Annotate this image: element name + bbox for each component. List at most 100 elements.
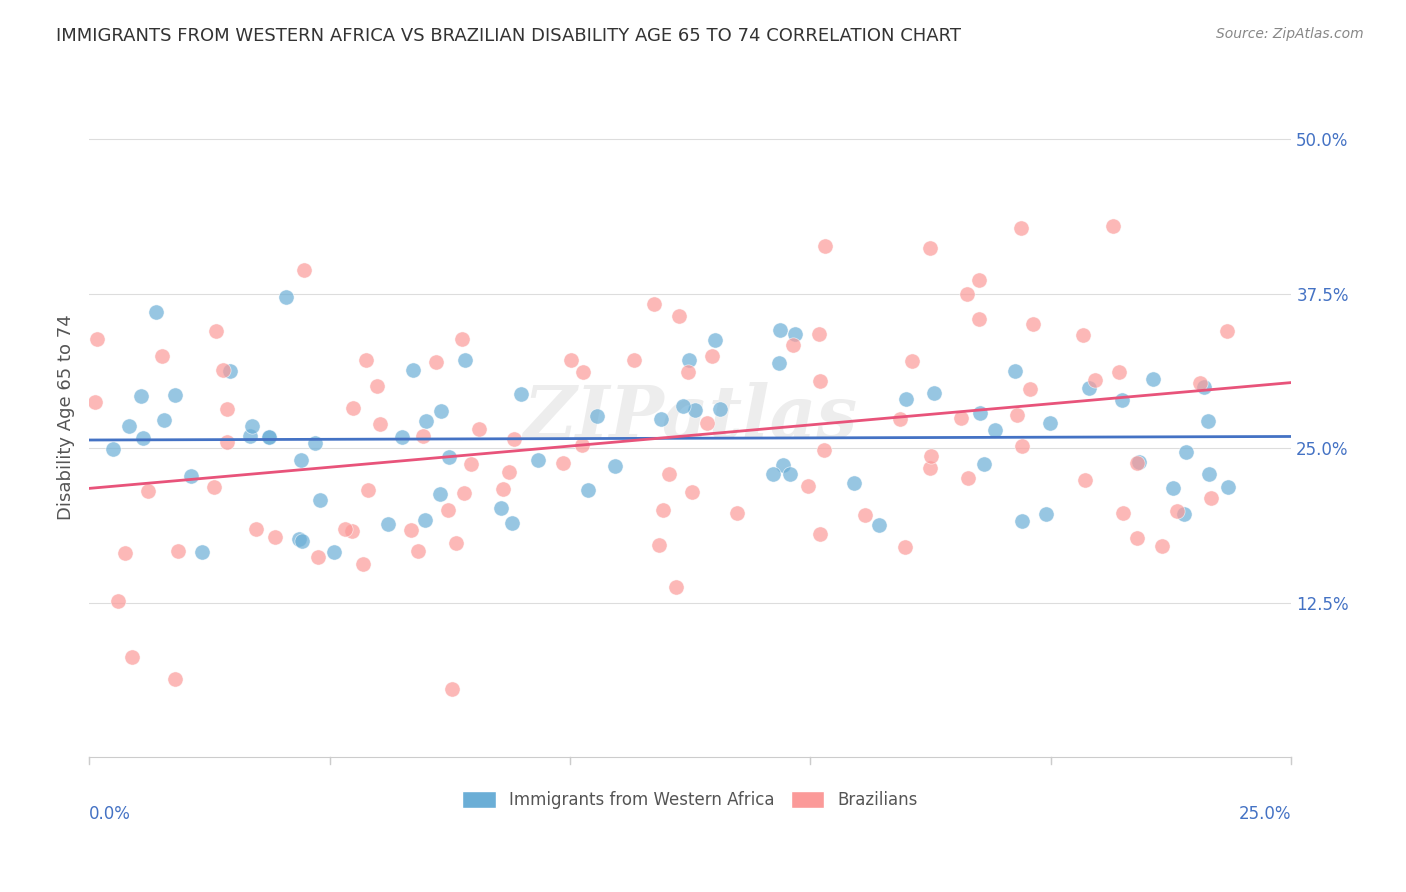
Point — [288, 532, 311, 546]
Point — [623, 353, 645, 368]
Point — [1112, 506, 1135, 520]
Text: 25.0%: 25.0% — [1239, 805, 1291, 823]
Point — [772, 458, 794, 472]
Point — [429, 404, 451, 418]
Point — [1142, 371, 1164, 385]
Point — [868, 518, 890, 533]
Point — [1077, 381, 1099, 395]
Point — [368, 417, 391, 431]
Point — [307, 550, 329, 565]
Point — [245, 522, 267, 536]
Point — [453, 486, 475, 500]
Point — [1011, 514, 1033, 528]
Point — [922, 385, 945, 400]
Point — [1197, 414, 1219, 428]
Point — [323, 545, 346, 559]
Point — [239, 429, 262, 443]
Point — [451, 332, 474, 346]
Point — [335, 522, 357, 536]
Point — [671, 399, 693, 413]
Point — [586, 409, 609, 423]
Point — [1111, 392, 1133, 407]
Point — [797, 479, 820, 493]
Point — [354, 352, 377, 367]
Point — [294, 263, 316, 277]
Point — [415, 413, 437, 427]
Point — [340, 524, 363, 538]
Point — [121, 650, 143, 665]
Point — [257, 430, 280, 444]
Text: IMMIGRANTS FROM WESTERN AFRICA VS BRAZILIAN DISABILITY AGE 65 TO 74 CORRELATION : IMMIGRANTS FROM WESTERN AFRICA VS BRAZIL… — [56, 27, 962, 45]
Point — [785, 327, 807, 342]
Point — [1198, 467, 1220, 482]
Point — [467, 422, 489, 436]
Point — [217, 435, 239, 450]
Point — [444, 536, 467, 550]
Point — [560, 352, 582, 367]
Point — [84, 395, 107, 409]
Point — [769, 323, 792, 337]
Point — [219, 364, 242, 378]
Point — [648, 538, 671, 552]
Point — [1173, 507, 1195, 521]
Point — [984, 424, 1007, 438]
Point — [842, 476, 865, 491]
Point — [894, 540, 917, 554]
Point — [896, 392, 918, 407]
Point — [1005, 408, 1028, 422]
Point — [676, 365, 699, 379]
Point — [1163, 481, 1185, 495]
Point — [460, 457, 482, 471]
Point — [1084, 373, 1107, 387]
Point — [1019, 383, 1042, 397]
Point — [211, 363, 233, 377]
Point — [453, 353, 475, 368]
Point — [377, 517, 399, 532]
Point — [492, 482, 515, 496]
Point — [1125, 456, 1147, 470]
Point — [920, 450, 942, 464]
Point — [814, 239, 837, 253]
Point — [1035, 507, 1057, 521]
Point — [678, 352, 700, 367]
Point — [652, 502, 675, 516]
Point — [153, 413, 176, 427]
Point — [1074, 474, 1097, 488]
Point — [437, 450, 460, 464]
Point — [1188, 376, 1211, 391]
Point — [704, 333, 727, 347]
Point — [145, 305, 167, 319]
Point — [1152, 539, 1174, 553]
Point — [782, 338, 804, 352]
Point — [950, 411, 973, 425]
Text: 0.0%: 0.0% — [89, 805, 131, 823]
Text: Source: ZipAtlas.com: Source: ZipAtlas.com — [1216, 27, 1364, 41]
Point — [357, 483, 380, 497]
Point — [576, 483, 599, 497]
Point — [1022, 317, 1045, 331]
Point — [412, 429, 434, 443]
Point — [101, 442, 124, 457]
Point — [813, 442, 835, 457]
Point — [700, 349, 723, 363]
Point — [1004, 364, 1026, 378]
Point — [1192, 380, 1215, 394]
Point — [1126, 531, 1149, 545]
Point — [264, 530, 287, 544]
Point — [129, 389, 152, 403]
Point — [107, 594, 129, 608]
Point — [605, 459, 627, 474]
Point — [167, 544, 190, 558]
Point — [205, 324, 228, 338]
Point — [1216, 480, 1239, 494]
Point — [967, 273, 990, 287]
Legend: Immigrants from Western Africa, Brazilians: Immigrants from Western Africa, Brazilia… — [454, 782, 927, 817]
Point — [853, 508, 876, 523]
Point — [437, 503, 460, 517]
Point — [290, 453, 312, 467]
Point — [202, 480, 225, 494]
Point — [1039, 416, 1062, 430]
Point — [391, 430, 413, 444]
Point — [1071, 328, 1094, 343]
Point — [501, 516, 523, 531]
